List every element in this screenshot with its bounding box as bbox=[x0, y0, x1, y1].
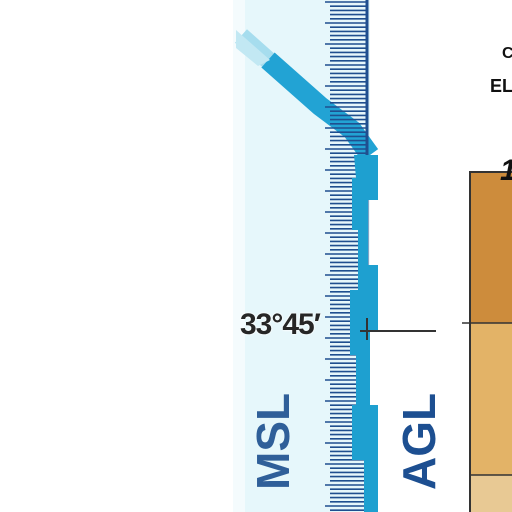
msl-band-fade bbox=[233, 0, 245, 512]
elevation-band-dark bbox=[471, 173, 512, 323]
vertical-boundary bbox=[350, 155, 378, 512]
legend-frame bbox=[469, 171, 512, 512]
legend-heading-line-1: C bbox=[502, 45, 512, 62]
legend-top-value: 1 bbox=[500, 156, 512, 186]
msl-label: MSL bbox=[247, 392, 299, 490]
legend-heading-line-2: EL bbox=[490, 76, 512, 96]
latitude-label: 33°45′ bbox=[240, 308, 321, 341]
elevation-band-light bbox=[471, 475, 512, 512]
elevation-band-mid bbox=[471, 323, 512, 475]
diagonal-boundary bbox=[235, 29, 379, 161]
agl-label: AGL bbox=[393, 392, 445, 490]
elevation-legend bbox=[432, 28, 512, 512]
